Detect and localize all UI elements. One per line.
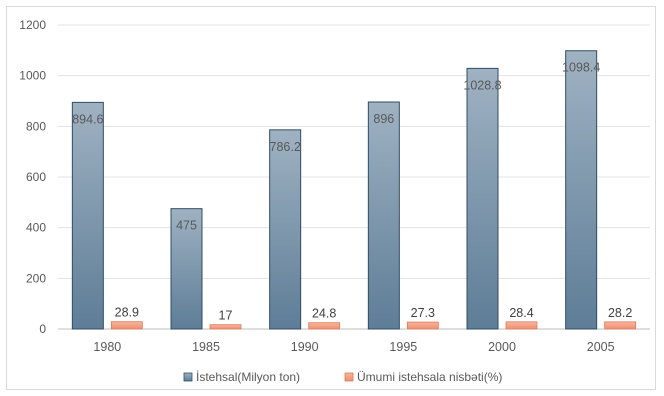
data-label-series-1: 17 [219, 309, 233, 323]
x-tick-label: 2000 [488, 340, 516, 354]
data-label-series-0: 1028.8 [463, 78, 501, 92]
bars [71, 50, 637, 330]
x-tick-label: 1980 [93, 340, 121, 354]
bar-series-0 [565, 50, 598, 330]
data-label-series-0: 475 [176, 219, 197, 233]
y-tick-label: 200 [26, 271, 46, 285]
y-tick-label: 1200 [19, 18, 46, 32]
gridlines [58, 24, 650, 330]
data-label-series-1: 28.9 [115, 306, 139, 320]
x-axis-ticks: 1980 1985 1990 1995 2000 2005 [93, 340, 614, 354]
x-tick-label: 1995 [389, 340, 417, 354]
y-axis-ticks: 0 200 400 600 800 1000 1200 [19, 18, 46, 336]
bar-series-0 [71, 101, 104, 330]
data-label-series-0: 896 [373, 112, 394, 126]
bar-series-1 [406, 321, 439, 330]
bar-series-0 [170, 208, 203, 330]
bar-series-0 [367, 101, 400, 330]
legend: İstehsal(Milyon ton) Ümumi istehsala nisb… [183, 370, 502, 384]
y-tick-label: 0 [39, 322, 46, 336]
bar-series-1 [209, 324, 242, 330]
legend-label-series-1: Ümumi istehsala nisbəti(%) [357, 370, 502, 384]
bar-series-0 [466, 67, 499, 330]
bar-series-1 [110, 321, 143, 330]
legend-label-series-0: İstehsal(Milyon ton) [196, 370, 300, 384]
bar-series-1 [505, 321, 538, 330]
data-label-series-1: 27.3 [411, 306, 435, 320]
y-tick-label: 1000 [19, 69, 46, 83]
legend-swatch-series-0 [183, 372, 193, 382]
x-tick-label: 1985 [192, 340, 220, 354]
data-label-series-1: 28.2 [608, 306, 632, 320]
data-label-series-0: 894.6 [72, 112, 103, 126]
y-tick-label: 600 [26, 170, 46, 184]
data-label-series-0: 786.2 [270, 140, 301, 154]
bar-series-1 [308, 322, 341, 330]
y-tick-label: 800 [26, 119, 46, 133]
data-label-series-1: 28.4 [509, 306, 533, 320]
bar-series-0 [269, 129, 302, 330]
x-tick-label: 1990 [291, 340, 319, 354]
bar-series-1 [604, 321, 637, 330]
legend-swatch-series-1 [344, 372, 354, 382]
data-label-series-1: 24.8 [312, 307, 336, 321]
x-tick-label: 2005 [587, 340, 615, 354]
data-labels: 894.6 28.9 475 17 786.2 24.8 896 27.3 1028.8 28.4… [72, 61, 632, 323]
data-label-series-0: 1098.4 [562, 61, 600, 75]
y-tick-label: 400 [26, 221, 46, 235]
